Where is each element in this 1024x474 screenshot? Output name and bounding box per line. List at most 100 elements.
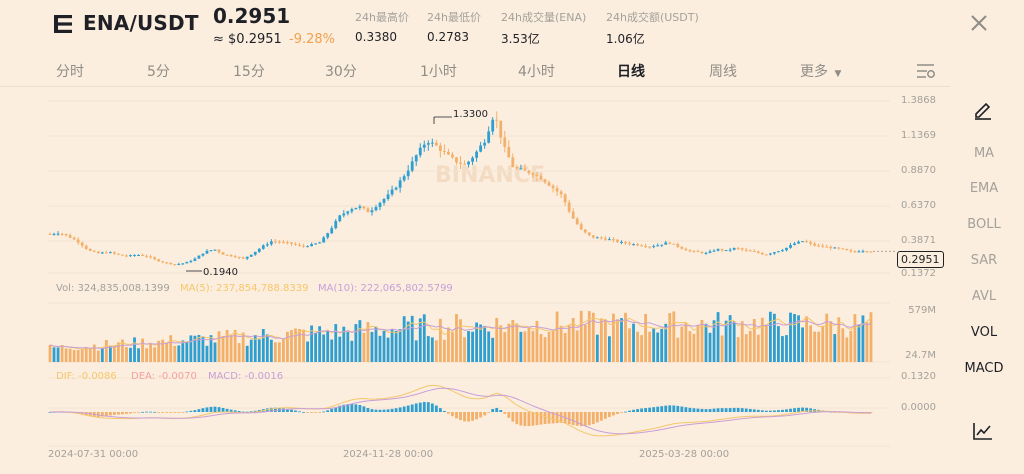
macd-histogram-bar	[809, 408, 813, 412]
macd-histogram-bar	[785, 409, 788, 412]
candle-body	[354, 207, 358, 210]
volume-bar	[257, 339, 261, 362]
tab-1d[interactable]: 日线	[617, 64, 645, 80]
volume-bar	[515, 323, 519, 362]
volume-bar	[487, 331, 491, 362]
macd-histogram-bar	[378, 409, 382, 412]
candle-body	[314, 243, 318, 245]
candle-body	[700, 251, 704, 254]
macd-histogram-bar	[362, 406, 366, 412]
macd-histogram-bar	[507, 412, 511, 418]
volume-bar	[451, 332, 454, 362]
current-price-tag: 0.2951	[897, 251, 944, 268]
volume-bar	[825, 313, 829, 362]
pencil-draw-icon[interactable]	[972, 98, 994, 120]
candle-body	[857, 251, 861, 253]
macd-histogram-bar	[80, 412, 84, 415]
macd-histogram	[48, 402, 873, 427]
volume-bar	[551, 330, 555, 362]
indicator-macd[interactable]: MACD	[964, 361, 1004, 376]
pair-title[interactable]: ENA/USDT	[83, 11, 199, 35]
volume-bar	[511, 319, 515, 362]
indicator-sar[interactable]: SAR	[970, 253, 998, 268]
tab-15m[interactable]: 15分	[233, 64, 265, 80]
macd-histogram-bar	[189, 410, 193, 412]
candle-body	[793, 243, 796, 246]
volume-bar	[559, 325, 563, 362]
candle-body	[310, 244, 314, 247]
macd-histogram-bar	[161, 412, 165, 413]
volume-bar	[56, 347, 60, 362]
candle-body	[636, 244, 639, 246]
stat-24h-volume: 24h成交量(ENA) 3.53亿	[501, 9, 586, 47]
tab-4h[interactable]: 4小时	[518, 64, 555, 80]
candle-body	[680, 246, 684, 249]
volume-bar	[290, 330, 293, 362]
volume-bar	[801, 327, 804, 362]
close-icon[interactable]	[968, 12, 990, 34]
volume-bar	[523, 331, 527, 362]
price-tick: 0.8870	[901, 165, 936, 176]
candle-body	[704, 252, 708, 254]
candle-body	[60, 233, 64, 235]
volume-bar	[265, 334, 269, 362]
volume-bar	[253, 334, 257, 362]
candle-body	[157, 259, 161, 262]
macd-histogram-bar	[350, 404, 354, 412]
candle-body	[539, 175, 543, 180]
candle-body	[744, 249, 748, 251]
stat-label: 24h成交量(ENA)	[501, 11, 587, 24]
tab-30m[interactable]: 30分	[325, 64, 357, 80]
candle-body	[813, 243, 817, 246]
macd-histogram-bar	[330, 408, 334, 412]
volume-bar	[213, 342, 217, 362]
tab-1w[interactable]: 周线	[709, 64, 737, 80]
macd-histogram-bar	[527, 412, 531, 427]
macd-histogram-bar	[358, 405, 362, 412]
indicator-avl[interactable]: AVL	[971, 289, 997, 304]
volume-bar	[273, 342, 277, 362]
macd-histogram-bar	[523, 412, 527, 427]
candle-body	[334, 221, 338, 229]
macd-histogram-bar	[632, 409, 635, 412]
candle-body	[410, 161, 414, 171]
indicator-chart-icon[interactable]	[972, 420, 994, 442]
date-label: 2024-07-31 00:00	[48, 449, 139, 460]
tab-1h[interactable]: 1小时	[420, 64, 457, 80]
macd-histogram-bar	[491, 409, 495, 412]
volume-bar	[744, 334, 748, 362]
tab-5m[interactable]: 5分	[147, 64, 170, 80]
candle-body	[52, 233, 56, 235]
macd-histogram-bar	[298, 411, 301, 413]
macd-histogram-bar	[169, 412, 173, 413]
volume-bar	[845, 337, 849, 362]
candle-body	[434, 142, 438, 146]
volume-bar	[422, 314, 426, 362]
tab-more[interactable]: 更多 ▼	[800, 61, 841, 81]
candle-body	[318, 242, 322, 244]
volume-bar	[857, 324, 861, 362]
indicator-ma[interactable]: MA	[973, 146, 995, 161]
tab-1m-timeshare[interactable]: 分时	[56, 64, 84, 80]
macd-histogram-bar	[624, 411, 627, 413]
macd-histogram-bar	[165, 412, 169, 413]
macd-histogram-bar	[696, 408, 700, 412]
volume-bar	[406, 321, 410, 362]
kline-chart[interactable]: BINANCE	[0, 0, 950, 474]
indicator-boll[interactable]: BOLL	[967, 217, 1001, 232]
volume-bar	[161, 339, 165, 362]
chart-settings-icon[interactable]	[916, 62, 936, 80]
volume-bar	[463, 337, 466, 362]
candle-body	[467, 161, 470, 165]
low-price-annotation: 0.1940	[203, 267, 238, 278]
candle-body	[515, 167, 519, 169]
volume-bar	[338, 336, 342, 362]
indicator-vol[interactable]: VOL	[970, 325, 998, 340]
market-header: ENA/USDT 0.2951 ≈ $0.2951 -9.28% 24h最高价 …	[0, 0, 950, 50]
candle-body	[712, 250, 716, 252]
volume-bar	[676, 337, 680, 362]
indicator-ema[interactable]: EMA	[969, 181, 999, 196]
macd-histogram-bar	[398, 407, 402, 412]
candle-body	[398, 180, 402, 188]
candle-body	[607, 239, 611, 241]
